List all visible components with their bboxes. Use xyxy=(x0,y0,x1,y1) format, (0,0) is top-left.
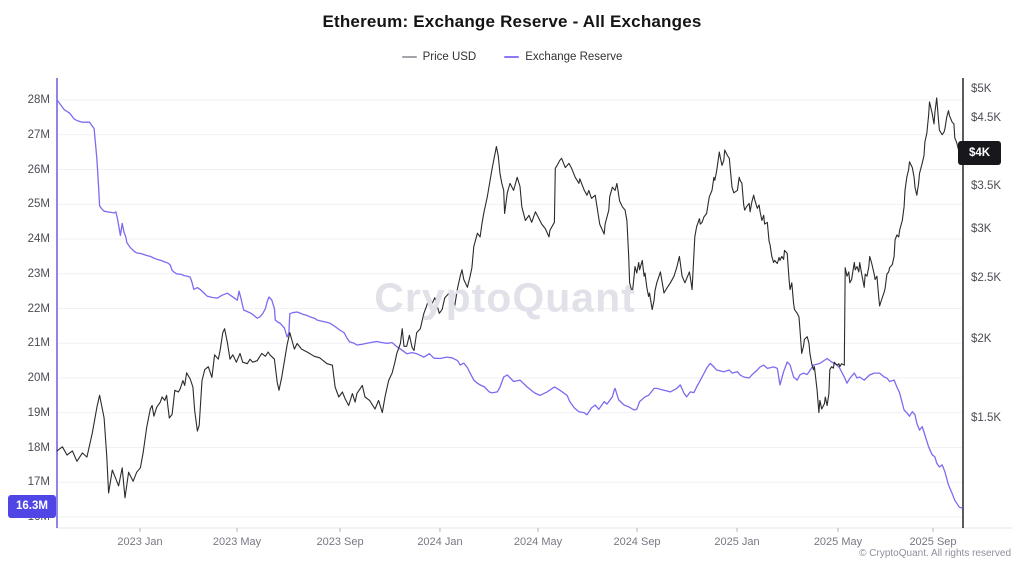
x-tick-label: 2024 Jan xyxy=(417,536,463,548)
price-series-swatch-icon xyxy=(401,56,417,58)
y-left-tick-label: 26M xyxy=(27,163,50,176)
y-right-tick-label: $5K xyxy=(971,83,992,95)
y-left-tick-label: 28M xyxy=(27,94,50,106)
y-left-tick-label: 25M xyxy=(27,198,50,211)
y-right-tick-label: $4.5K xyxy=(971,111,1002,124)
y-right-tick-label: $2.5K xyxy=(971,272,1002,285)
y-right-tick-label: $2K xyxy=(971,333,992,346)
reserve-latest-value-badge: 16.3M xyxy=(8,495,56,518)
y-left-tick-label: 19M xyxy=(27,406,50,419)
y-left-tick-label: 23M xyxy=(27,267,50,280)
x-tick-label: 2024 Sep xyxy=(613,536,661,548)
x-tick-label: 2023 May xyxy=(212,536,262,548)
x-tick-label: 2025 Sep xyxy=(909,536,957,548)
y-right-tick-label: $3K xyxy=(971,222,992,235)
x-tick-label: 2024 May xyxy=(513,536,563,548)
x-tick-label: 2023 Sep xyxy=(316,536,364,548)
x-tick-label: 2025 May xyxy=(813,536,863,548)
reserve-line[interactable] xyxy=(56,99,963,509)
y-left-tick-label: 24M xyxy=(27,233,50,245)
reserve-series-swatch-icon xyxy=(504,56,520,58)
x-tick-label: 2025 Jan xyxy=(714,536,760,548)
legend-label-exchange-reserve: Exchange Reserve xyxy=(525,51,623,63)
copyright-notice: © CryptoQuant. All rights reserved xyxy=(859,548,1011,559)
y-left-tick-label: 17M xyxy=(27,476,50,489)
y-left-tick-label: 22M xyxy=(27,302,50,315)
chart-title: Ethereum: Exchange Reserve - All Exchang… xyxy=(322,12,702,31)
legend-label-price-usd: Price USD xyxy=(422,51,477,63)
price-line[interactable] xyxy=(56,97,962,499)
y-left-tick-label: 27M xyxy=(27,128,50,141)
y-right-tick-label: $1.5K xyxy=(971,412,1002,424)
y-left-tick-label: 18M xyxy=(27,441,50,454)
price-latest-value-badge: $4K xyxy=(958,141,1001,166)
legend-item-price-usd[interactable]: Price USD xyxy=(401,51,477,63)
legend-item-exchange-reserve[interactable]: Exchange Reserve xyxy=(504,51,622,63)
legend: Price USD Exchange Reserve xyxy=(0,51,1024,63)
y-right-tick-label: $3.5K xyxy=(971,180,1002,193)
y-left-tick-label: 20M xyxy=(27,372,50,384)
x-tick-label: 2023 Jan xyxy=(117,536,163,548)
y-left-tick-label: 21M xyxy=(27,337,50,350)
